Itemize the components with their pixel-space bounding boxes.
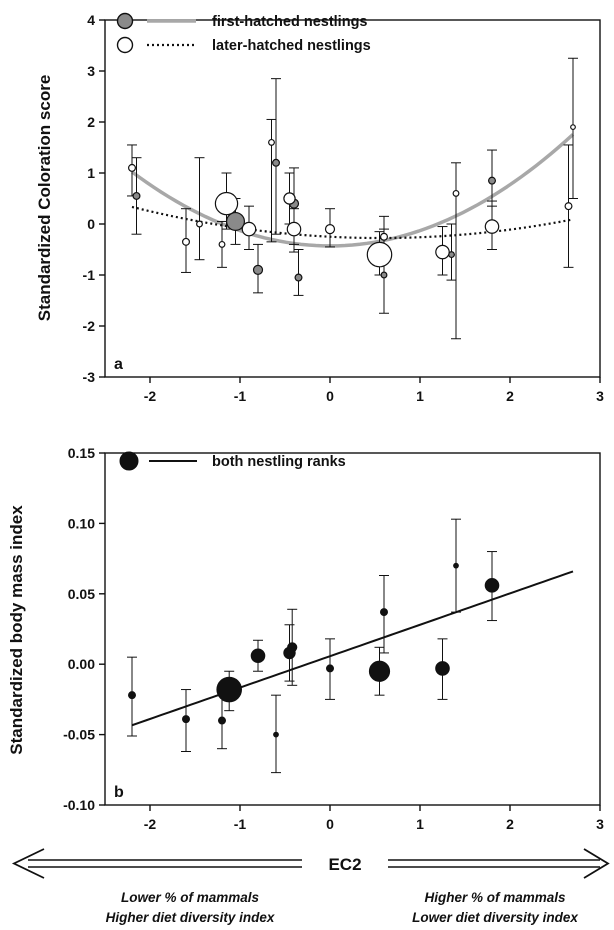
panel-b-series-0-point (128, 691, 137, 700)
panel-b-y-tick-label: 0.05 (68, 586, 95, 602)
panel-b-series-0-point (326, 664, 335, 673)
panel-a-series-1-point (241, 221, 257, 237)
panel-b-plot-frame (104, 452, 601, 806)
panel-a-y-tick-label: -1 (83, 267, 96, 283)
panel-a-plot-frame (104, 19, 601, 378)
panel-a-label: a (114, 356, 123, 373)
panel-b-x-tick-label: 3 (596, 816, 604, 832)
panel-b-series-0-point (283, 646, 296, 660)
panel-a-series-1-point (196, 220, 203, 228)
panel-b-x-tick-label: 2 (506, 816, 514, 832)
panel-b-series-0-point (380, 608, 389, 617)
panel-a-series-0-point (380, 271, 388, 279)
panel-a-error-bars (127, 57, 578, 340)
panel-b-series-0-point (453, 562, 459, 569)
ec2-arrow-right-head (583, 848, 610, 879)
panel-a-fit-lines (130, 133, 575, 248)
legend-first-marker (116, 12, 134, 30)
legend-both-text: both nestling ranks (212, 454, 346, 470)
ec2-axis-annotation: EC2 Lower % of mammals Higher diet diver… (11, 848, 610, 925)
panel-a-y-tick-label: 1 (87, 165, 95, 181)
panel-a-series-1-point (435, 244, 450, 260)
panel-a-x-tick-label: 3 (596, 388, 604, 404)
panel-a-series-0-point (132, 191, 141, 200)
panel-a-series-0-point (226, 211, 246, 231)
panel-a-series-1-point (128, 163, 137, 172)
panel-b-x-tick-label: 0 (326, 816, 334, 832)
ec2-arrow-left-head (11, 848, 45, 879)
panel-b-data-points (128, 562, 500, 738)
panel-a-series-1-point (570, 124, 576, 130)
panel-b-y-tick-label: -0.10 (63, 797, 95, 813)
panel-b-label: b (114, 784, 124, 801)
panel-a-series-1-point (286, 221, 302, 237)
panel-a-y-axis-label: Standardized Coloration score (35, 75, 54, 322)
panel-b-series-0-point (273, 731, 279, 738)
panel-b-series-0-point (250, 648, 266, 664)
panel-b-series-0-fit-line (131, 570, 574, 727)
panel-a-ticks: -2 -1 0 1 2 3 -3 -2 -1 0 1 2 3 4 (83, 12, 605, 404)
panel-a-y-tick-label: 3 (87, 63, 95, 79)
legend-first-text: first-hatched nestlings (212, 14, 368, 30)
panel-a-x-tick-label: -1 (234, 388, 247, 404)
panel-a-x-tick-label: 1 (416, 388, 424, 404)
panel-a-series-1-point (324, 224, 336, 235)
panel-a-data-points (128, 124, 576, 282)
panel-a-series-1-point (283, 192, 296, 205)
panel-b-series-0-point (182, 715, 191, 724)
panel-a-x-tick-label: 0 (326, 388, 334, 404)
panel-a-series-0-point (294, 273, 303, 282)
panel-b-series-0-point (368, 660, 391, 682)
panel-a-series-1-point (182, 237, 191, 246)
panel-a-legend: first-hatched nestlings later-hatched ne… (116, 12, 371, 54)
panel-b-series-0-point (484, 578, 500, 593)
panel-b-y-tick-label: -0.05 (63, 727, 95, 743)
panel-a: -2 -1 0 1 2 3 -3 -2 -1 0 1 2 3 4 a Standardized Color… (35, 12, 604, 404)
panel-a-y-tick-label: -3 (83, 369, 96, 385)
panel-a-series-1-point (268, 138, 275, 146)
panel-a-y-tick-label: 4 (87, 12, 95, 28)
panel-a-y-tick-label: -2 (83, 318, 96, 334)
legend-later-marker (116, 36, 134, 54)
panel-a-y-tick-label: 0 (87, 216, 95, 232)
panel-a-series-0-point (272, 158, 281, 167)
ec2-label: EC2 (328, 855, 361, 874)
panel-a-series-0-point (252, 264, 264, 275)
panel-b-series-0-point (216, 676, 242, 703)
panel-b-ticks: -2 -1 0 1 2 3 -0.10 -0.05 0.00 0.05 0.10 0.15 (63, 445, 604, 832)
panel-a-series-1-point (214, 191, 239, 216)
panel-a-series-1-point (452, 189, 460, 197)
panel-b-y-tick-label: 0.15 (68, 445, 95, 461)
panel-a-series-0-fit-line (130, 133, 575, 248)
panel-b-x-tick-label: -1 (234, 816, 247, 832)
panel-a-x-tick-label: 2 (506, 388, 514, 404)
panel-b: -2 -1 0 1 2 3 -0.10 -0.05 0.00 0.05 0.10 0.15 b Sta… (7, 445, 604, 832)
panel-b-y-tick-label: 0.00 (68, 656, 95, 672)
panel-b-fit-lines (131, 570, 574, 727)
panel-a-series-1-point (218, 240, 226, 248)
ec2-right-line-1: Higher % of mammals (424, 890, 566, 905)
ec2-right-line-2: Lower diet diversity index (412, 910, 578, 925)
panel-b-y-tick-label: 0.10 (68, 515, 95, 531)
panel-a-series-1-point (380, 232, 389, 241)
ec2-left-line-2: Higher diet diversity index (106, 910, 275, 925)
panel-a-series-1-point (564, 202, 573, 211)
panel-b-y-axis-label: Standardized body mass index (7, 505, 26, 755)
panel-b-error-bars (127, 518, 497, 774)
panel-a-series-1-fit-line (131, 205, 574, 240)
ec2-left-line-1: Lower % of mammals (121, 890, 260, 905)
panel-a-series-1-point (366, 241, 393, 268)
panel-a-x-tick-label: -2 (144, 388, 157, 404)
panel-b-series-0-point (218, 716, 227, 725)
panel-b-legend: both nestling ranks (119, 451, 346, 471)
legend-later-text: later-hatched nestlings (212, 38, 371, 54)
panel-a-series-1-point (484, 219, 500, 234)
panel-b-x-tick-label: 1 (416, 816, 424, 832)
panel-a-series-0-point (488, 176, 497, 185)
panel-a-y-tick-label: 2 (87, 114, 95, 130)
panel-b-x-tick-label: -2 (144, 816, 157, 832)
panel-b-series-0-point (435, 661, 450, 676)
legend-both-marker (119, 451, 139, 471)
